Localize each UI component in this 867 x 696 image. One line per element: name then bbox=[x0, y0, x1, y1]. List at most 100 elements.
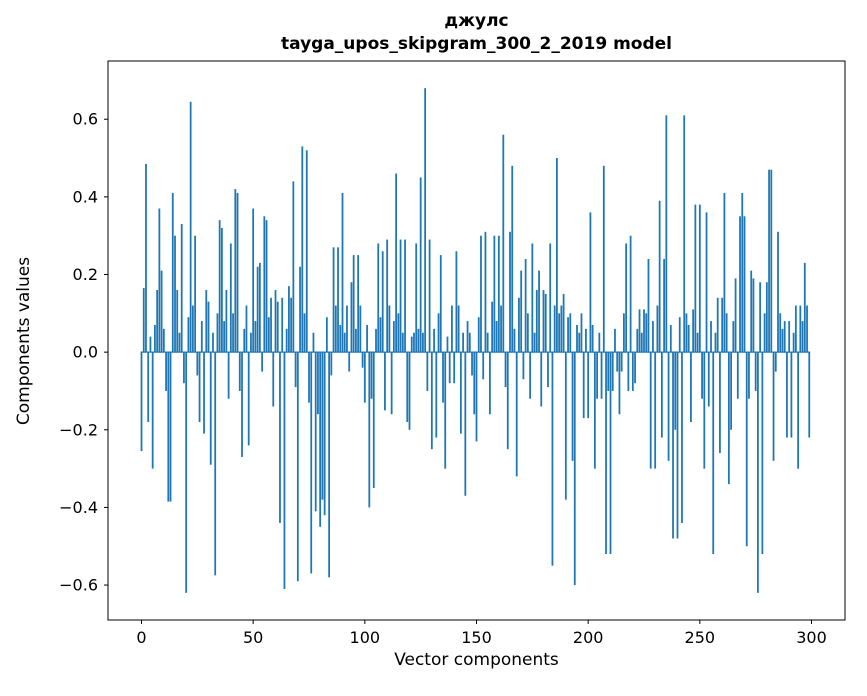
bar bbox=[788, 321, 791, 353]
bar bbox=[279, 352, 281, 523]
bar bbox=[174, 235, 176, 353]
bar bbox=[553, 305, 556, 353]
bar bbox=[221, 227, 223, 353]
bar bbox=[473, 352, 476, 415]
bar bbox=[319, 352, 322, 527]
bar bbox=[301, 146, 304, 353]
bar bbox=[526, 313, 529, 353]
bar bbox=[752, 278, 755, 353]
bar bbox=[187, 317, 190, 353]
bar bbox=[596, 352, 598, 399]
bar bbox=[471, 352, 473, 376]
bar bbox=[524, 258, 527, 353]
bar bbox=[292, 181, 295, 353]
bar bbox=[381, 251, 384, 353]
bar bbox=[325, 317, 328, 353]
bar bbox=[714, 332, 717, 353]
bar bbox=[750, 270, 753, 353]
bar bbox=[236, 192, 239, 353]
bar bbox=[725, 313, 728, 353]
bar bbox=[665, 115, 668, 353]
bar bbox=[598, 332, 601, 353]
bar bbox=[241, 352, 243, 457]
bar bbox=[658, 200, 661, 353]
bar bbox=[484, 231, 487, 353]
bar bbox=[140, 352, 143, 452]
bar bbox=[681, 352, 683, 523]
bar bbox=[761, 352, 764, 555]
bar bbox=[154, 324, 156, 353]
chart-title-word: джулс bbox=[444, 11, 509, 31]
bar bbox=[433, 328, 435, 353]
bar bbox=[265, 220, 268, 353]
bar bbox=[437, 313, 440, 353]
bar bbox=[446, 336, 449, 353]
bar bbox=[719, 352, 721, 454]
bar bbox=[676, 352, 679, 539]
bar bbox=[158, 208, 161, 353]
bar bbox=[180, 224, 183, 353]
bar bbox=[216, 313, 219, 353]
bar bbox=[779, 313, 782, 353]
bar bbox=[502, 134, 505, 353]
bar bbox=[497, 235, 500, 353]
bar bbox=[229, 243, 232, 353]
bar bbox=[191, 305, 194, 353]
bar bbox=[509, 231, 511, 353]
x-axis-label: Vector components bbox=[394, 650, 559, 670]
bar bbox=[238, 352, 241, 391]
bar bbox=[178, 332, 181, 353]
bar bbox=[462, 332, 464, 353]
bar bbox=[540, 352, 543, 407]
bar bbox=[198, 352, 201, 423]
bar bbox=[710, 321, 712, 353]
bar bbox=[518, 297, 520, 353]
bar bbox=[535, 290, 538, 353]
bar bbox=[556, 158, 558, 353]
bar bbox=[176, 290, 179, 353]
bar bbox=[538, 270, 540, 353]
bar bbox=[757, 352, 759, 593]
bar bbox=[703, 352, 706, 469]
bar bbox=[558, 313, 561, 353]
bar bbox=[464, 352, 467, 496]
bar bbox=[223, 321, 226, 353]
bar bbox=[415, 243, 418, 353]
bar bbox=[225, 290, 228, 353]
bar bbox=[203, 352, 205, 434]
bar bbox=[274, 290, 277, 353]
bar bbox=[368, 352, 371, 508]
bar bbox=[732, 321, 735, 353]
bar bbox=[743, 216, 746, 353]
bar bbox=[357, 255, 360, 353]
bar bbox=[645, 313, 648, 353]
x-tick-label: 100 bbox=[350, 628, 381, 647]
plot-border bbox=[107, 60, 846, 621]
bar bbox=[605, 352, 607, 555]
bar bbox=[377, 243, 380, 353]
bar bbox=[317, 352, 319, 415]
bar bbox=[283, 352, 286, 589]
bar bbox=[256, 266, 259, 353]
bar bbox=[585, 328, 587, 353]
bar bbox=[547, 352, 549, 388]
x-tick-label: 150 bbox=[461, 628, 492, 647]
bar bbox=[270, 297, 272, 353]
bar bbox=[480, 235, 482, 353]
bar bbox=[736, 352, 739, 399]
bar bbox=[410, 336, 413, 353]
bar bbox=[346, 305, 348, 353]
bar bbox=[395, 173, 397, 353]
bar bbox=[448, 352, 451, 384]
bar bbox=[209, 352, 212, 465]
bar bbox=[397, 313, 400, 353]
bar bbox=[171, 192, 174, 353]
bar bbox=[361, 352, 364, 368]
bar bbox=[468, 332, 471, 353]
bar bbox=[388, 305, 391, 353]
bar bbox=[614, 328, 616, 353]
bar bbox=[339, 324, 342, 353]
bar bbox=[799, 305, 802, 353]
bar bbox=[276, 301, 279, 353]
bar bbox=[258, 262, 261, 353]
